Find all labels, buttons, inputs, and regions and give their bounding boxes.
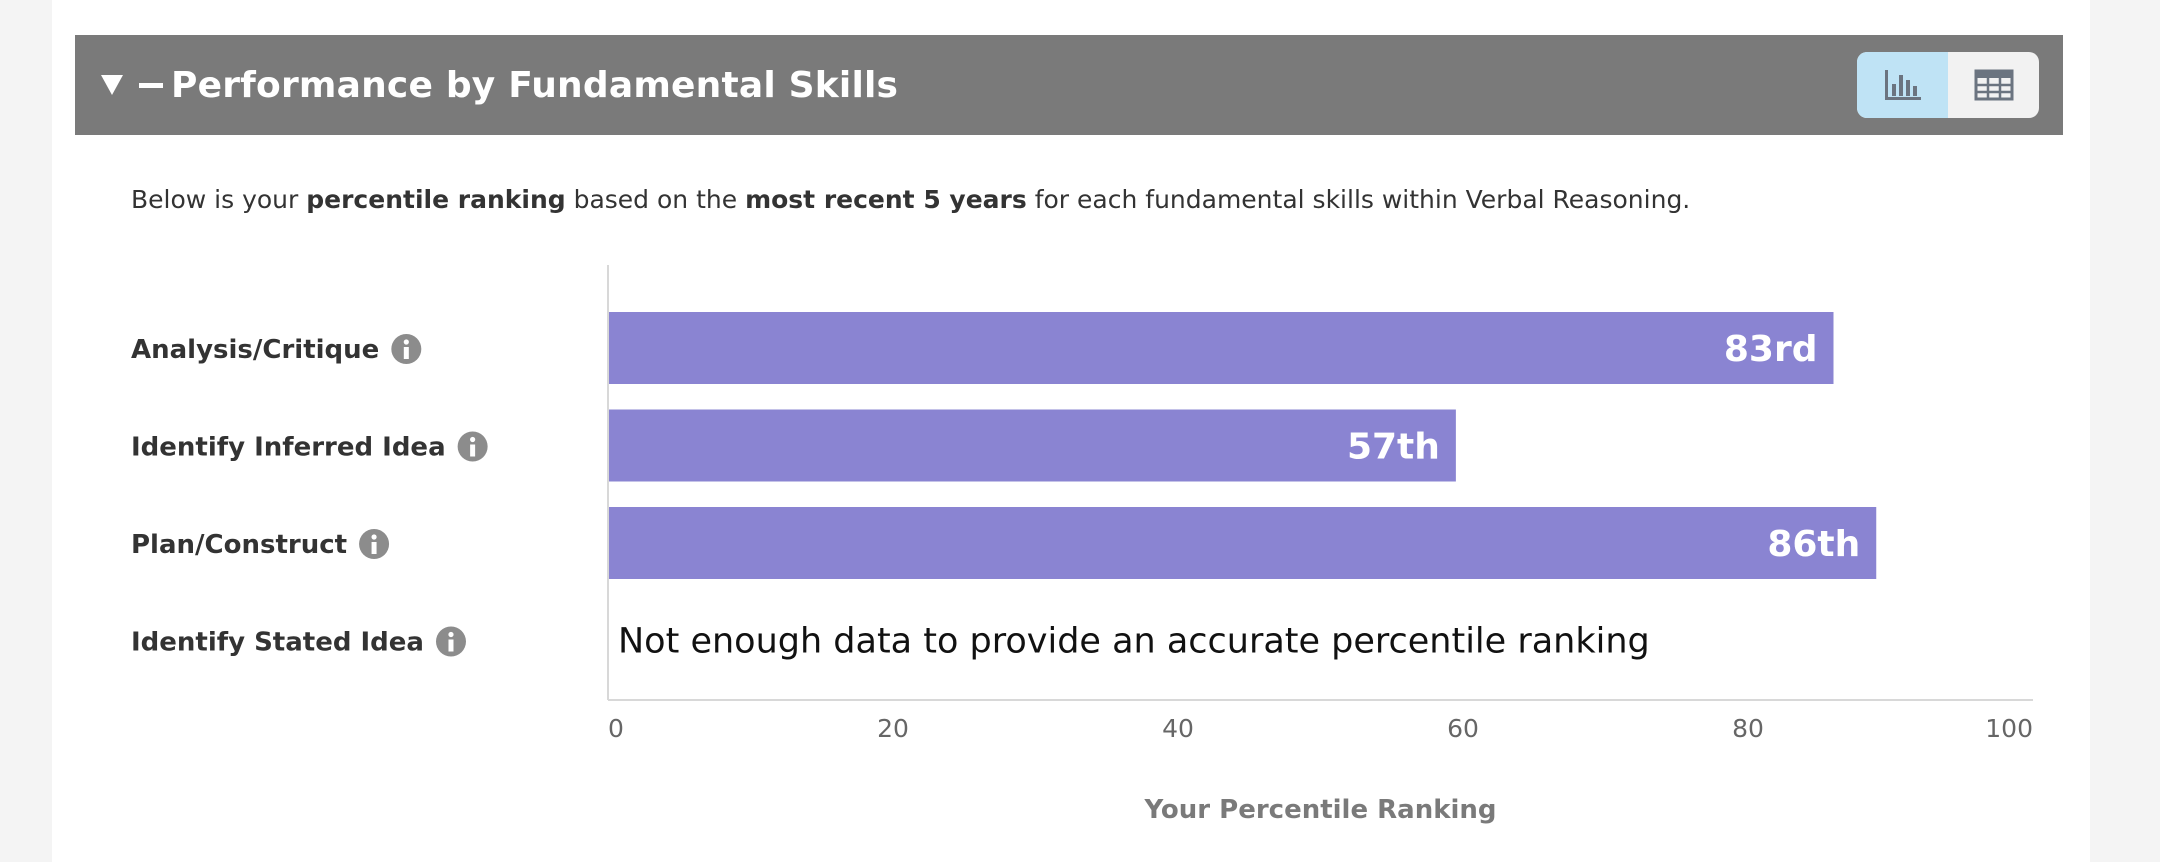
bar — [609, 409, 1456, 482]
info-icon[interactable] — [457, 431, 488, 462]
skill-label: Plan/Construct — [131, 530, 347, 560]
skill-label: Identify Inferred Idea — [131, 433, 446, 463]
section-header[interactable]: Performance by Fundamental Skills — [75, 35, 2063, 135]
intro-text: Below is your percentile ranking based o… — [131, 185, 1691, 214]
section-title: Performance by Fundamental Skills — [171, 64, 899, 106]
x-tick-label: 0 — [608, 714, 624, 743]
intro-bold-years: most recent 5 years — [745, 185, 1027, 214]
x-tick-label: 40 — [1162, 714, 1194, 743]
skill-label: Identify Stated Idea — [131, 628, 424, 658]
skill-label: Analysis/Critique — [131, 335, 379, 365]
bar — [609, 507, 1877, 579]
x-tick-label: 100 — [1985, 714, 2033, 743]
data-label: 57th — [1347, 427, 1440, 468]
x-tick-label: 20 — [877, 714, 909, 743]
info-icon[interactable] — [359, 529, 390, 559]
x-axis-title: Your Percentile Ranking — [1143, 795, 1496, 825]
x-tick-label: 60 — [1447, 714, 1479, 743]
bar — [609, 312, 1834, 384]
bar-chart-icon — [1884, 70, 1921, 100]
data-label: 86th — [1767, 524, 1860, 565]
chart-view-button[interactable] — [1857, 52, 1948, 118]
x-tick-label: 80 — [1732, 714, 1764, 743]
no-data-note: Not enough data to provide an accurate p… — [618, 622, 1650, 662]
info-icon[interactable] — [435, 626, 466, 657]
table-view-button[interactable] — [1948, 52, 2039, 118]
table-icon — [1974, 69, 2013, 101]
intro-bold-percentile: percentile ranking — [306, 185, 566, 214]
data-label: 83rd — [1724, 329, 1818, 370]
triangle-down-icon[interactable] — [101, 75, 123, 95]
minus-icon — [139, 82, 163, 88]
info-icon[interactable] — [391, 334, 422, 364]
view-toggle[interactable] — [1857, 52, 2039, 118]
